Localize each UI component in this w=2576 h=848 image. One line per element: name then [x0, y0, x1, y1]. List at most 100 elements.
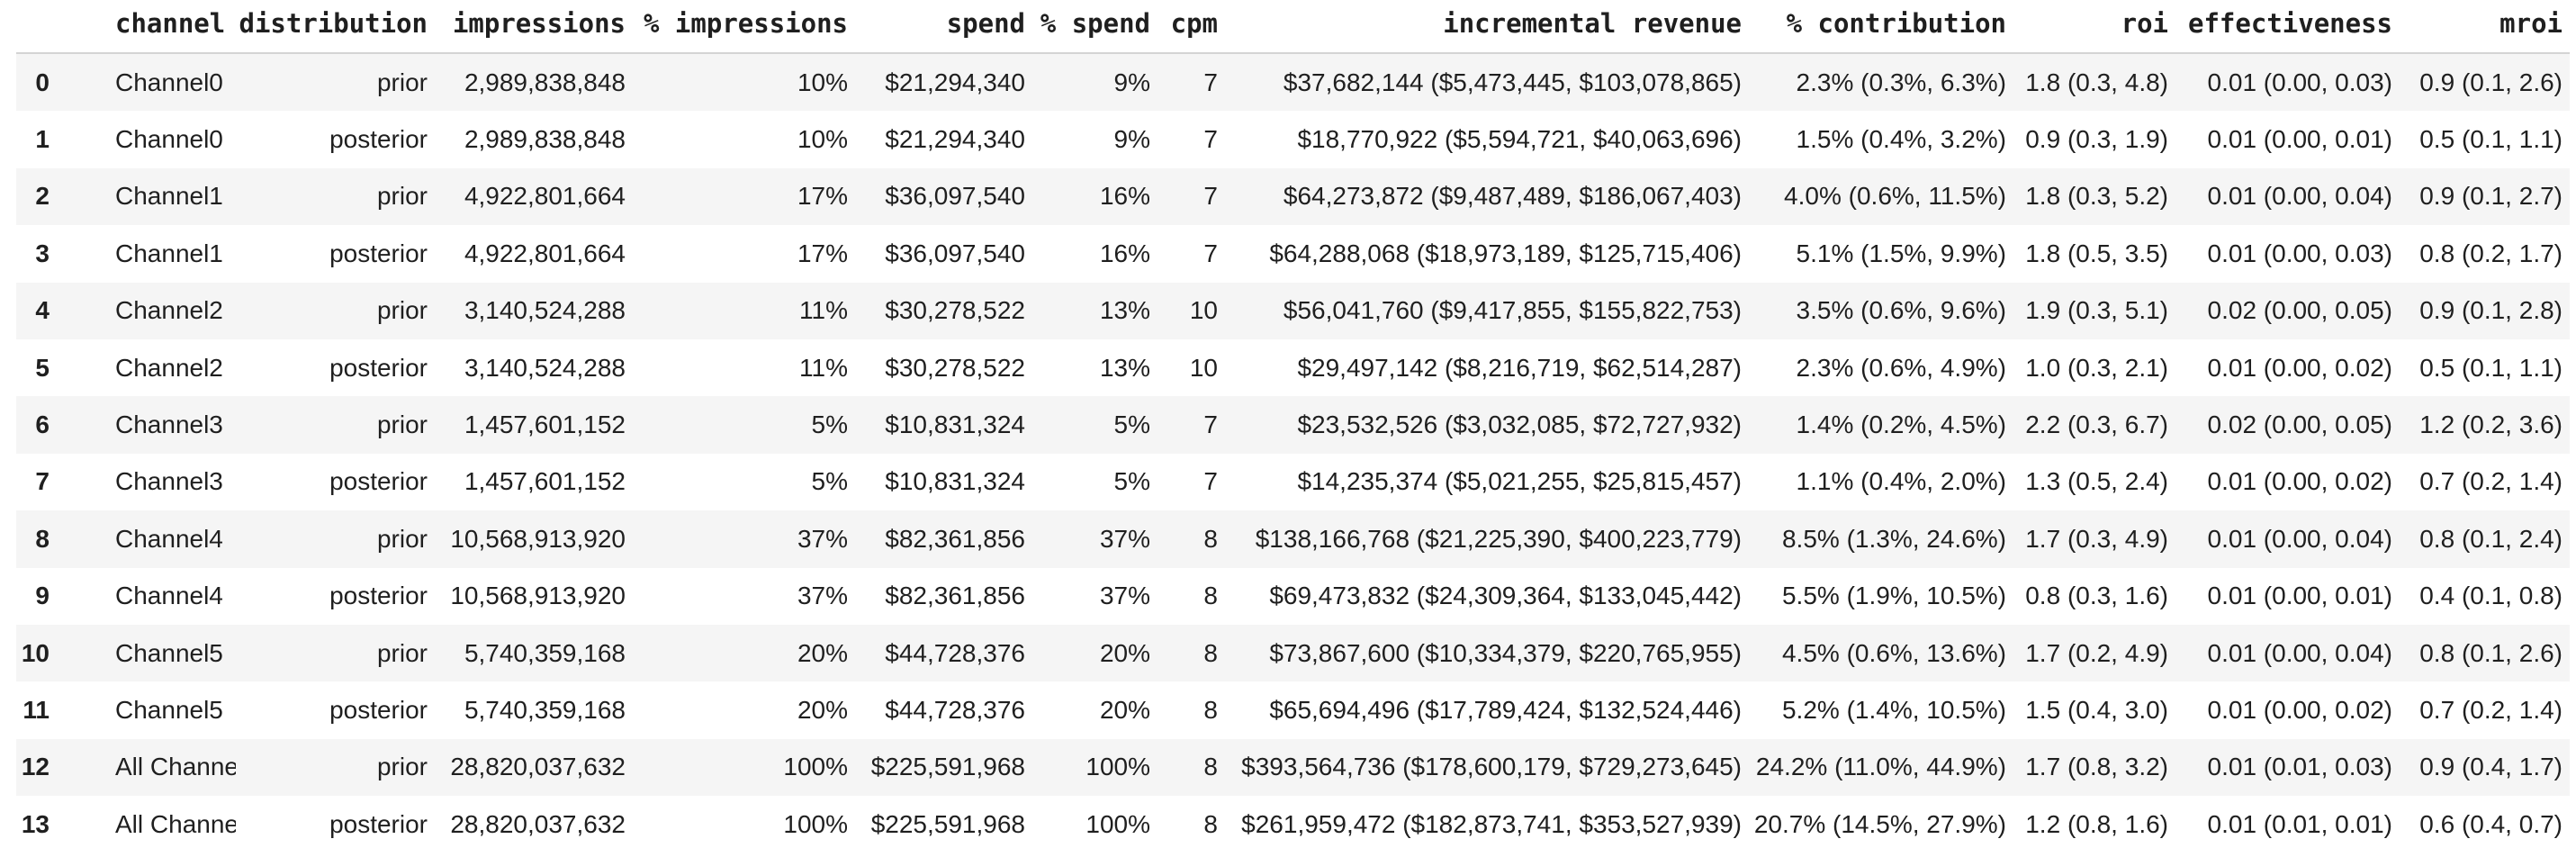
table-cell-channel: Channel2 — [115, 296, 223, 325]
table-cell-incremental-revenue: $69,473,832 ($24,309,364, $133,045,442) — [1269, 582, 1742, 610]
table-cell-mroi: 0.7 (0.2, 1.4) — [2419, 467, 2562, 496]
table-cell-pct-spend: 16% — [1099, 239, 1150, 267]
table-cell-mroi: 0.4 (0.1, 0.8) — [2419, 582, 2562, 610]
table-row: 4 Channel2 prior 3,140,524,288 11% $30,278,52… — [16, 282, 2570, 339]
table-cell-channel: All Channels — [115, 753, 236, 781]
table-cell-roi: 2.2 (0.3, 6.7) — [2025, 410, 2168, 439]
column-header-incremental-revenue: incremental revenue — [1222, 0, 1746, 54]
row-index-cell: 6 — [35, 410, 50, 439]
table-cell-effectiveness: 0.01 (0.00, 0.03) — [2207, 68, 2392, 96]
table-cell-impressions: 5,740,359,168 — [464, 638, 626, 667]
table-cell-impressions: 3,140,524,288 — [464, 353, 626, 382]
table-cell-pct-impressions: 100% — [783, 809, 848, 838]
row-index-cell: 5 — [35, 353, 50, 382]
table-cell-spend: $10,831,324 — [885, 410, 1025, 439]
table-cell-roi: 0.8 (0.3, 1.6) — [2025, 582, 2168, 610]
table-cell-pct-contribution: 1.4% (0.2%, 4.5%) — [1796, 410, 2006, 439]
table-cell-channel: Channel5 — [115, 638, 223, 667]
table-cell-roi: 1.3 (0.5, 2.4) — [2025, 467, 2168, 496]
table-cell-impressions: 4,922,801,664 — [464, 239, 626, 267]
table-cell-channel: Channel0 — [115, 125, 223, 154]
row-index-cell: 12 — [21, 753, 50, 781]
table-cell-impressions: 10,568,913,920 — [450, 524, 626, 553]
table-cell-mroi: 0.8 (0.1, 2.6) — [2419, 638, 2562, 667]
table-cell-pct-contribution: 20.7% (14.5%, 27.9%) — [1753, 809, 2006, 838]
table-cell-channel: Channel2 — [115, 353, 223, 382]
table-cell-spend: $36,097,540 — [885, 182, 1025, 211]
table-cell-incremental-revenue: $56,041,760 ($9,417,855, $155,822,753) — [1283, 296, 1742, 325]
row-index-cell: 10 — [21, 638, 50, 667]
table-cell-channel: Channel3 — [115, 467, 223, 496]
table-cell-distribution: posterior — [329, 582, 428, 610]
table-cell-pct-contribution: 4.0% (0.6%, 11.5%) — [1784, 182, 2006, 211]
table-row: 9 Channel4 posterior 10,568,913,920 37% $82,3… — [16, 568, 2570, 625]
row-index-cell: 2 — [35, 182, 50, 211]
table-header: channel distribution impressions% impressi… — [16, 0, 2570, 54]
table-cell-mroi: 0.8 (0.1, 2.4) — [2419, 524, 2562, 553]
table-cell-pct-impressions: 37% — [797, 582, 848, 610]
table-row: 7 Channel3 posterior 1,457,601,152 5% $10,831… — [16, 454, 2570, 510]
table-cell-cpm: 7 — [1203, 467, 1218, 496]
table-cell-roi: 1.7 (0.3, 4.9) — [2025, 524, 2168, 553]
table-row: 6 Channel3 prior 1,457,601,152 5% $10,831,324… — [16, 396, 2570, 454]
table-cell-spend: $36,097,540 — [885, 239, 1025, 267]
table-cell-pct-spend: 5% — [1113, 410, 1150, 439]
table-cell-pct-contribution: 2.3% (0.6%, 4.9%) — [1796, 353, 2006, 382]
table-cell-roi: 1.7 (0.8, 3.2) — [2025, 753, 2168, 781]
table-cell-pct-impressions: 11% — [799, 296, 848, 325]
table-cell-impressions: 3,140,524,288 — [464, 296, 626, 325]
table-row: 13 All Channels posterior 28,820,037,632 100… — [16, 796, 2570, 848]
table-cell-pct-contribution: 4.5% (0.6%, 13.6%) — [1781, 638, 2006, 667]
table-cell-mroi: 0.9 (0.4, 1.7) — [2419, 753, 2562, 781]
table-cell-channel: All Channels — [115, 809, 236, 838]
table-cell-pct-impressions: 5% — [811, 467, 848, 496]
table-cell-impressions: 2,989,838,848 — [464, 68, 626, 96]
table-cell-impressions: 1,457,601,152 — [464, 410, 626, 439]
table-cell-incremental-revenue: $37,682,144 ($5,473,445, $103,078,865) — [1283, 68, 1742, 96]
table-cell-pct-contribution: 24.2% (11.0%, 44.9%) — [1755, 753, 2006, 781]
table-cell-effectiveness: 0.01 (0.00, 0.04) — [2207, 524, 2392, 553]
table-cell-pct-spend: 13% — [1099, 296, 1150, 325]
table-cell-cpm: 8 — [1203, 695, 1218, 724]
table-cell-incremental-revenue: $73,867,600 ($10,334,379, $220,765,955) — [1269, 638, 1742, 667]
column-header-effectiveness: effectiveness — [2173, 0, 2397, 54]
table-cell-spend: $225,591,968 — [870, 753, 1025, 781]
table-cell-channel: Channel1 — [115, 239, 223, 267]
table-cell-spend: $82,361,856 — [885, 524, 1025, 553]
table-cell-pct-contribution: 1.5% (0.4%, 3.2%) — [1796, 125, 2006, 154]
table-cell-distribution: posterior — [329, 695, 428, 724]
table-cell-mroi: 0.7 (0.2, 1.4) — [2419, 695, 2562, 724]
column-header-pct-impressions: % impressions — [630, 0, 852, 54]
table-cell-impressions: 5,740,359,168 — [464, 695, 626, 724]
column-header-index — [16, 0, 65, 54]
table-cell-pct-spend: 37% — [1099, 582, 1150, 610]
table-cell-incremental-revenue: $29,497,142 ($8,216,719, $62,514,287) — [1297, 353, 1742, 382]
table-cell-cpm: 10 — [1189, 296, 1218, 325]
table-cell-cpm: 7 — [1203, 239, 1218, 267]
table-cell-cpm: 10 — [1189, 353, 1218, 382]
table-cell-distribution: prior — [376, 638, 428, 667]
column-header-mroi: mroi — [2397, 0, 2570, 54]
table-cell-impressions: 1,457,601,152 — [464, 467, 626, 496]
table-cell-cpm: 7 — [1203, 182, 1218, 211]
table-cell-mroi: 0.8 (0.2, 1.7) — [2419, 239, 2562, 267]
table-cell-pct-spend: 13% — [1099, 353, 1150, 382]
table-cell-effectiveness: 0.01 (0.00, 0.02) — [2207, 467, 2392, 496]
table-cell-effectiveness: 0.02 (0.00, 0.05) — [2207, 410, 2392, 439]
table-cell-distribution: posterior — [329, 125, 428, 154]
table-cell-roi: 1.8 (0.3, 5.2) — [2025, 182, 2168, 211]
table-cell-pct-impressions: 20% — [797, 638, 848, 667]
table-row: 2 Channel1 prior 4,922,801,664 17% $36,097,54… — [16, 167, 2570, 226]
table-cell-channel: Channel0 — [115, 68, 223, 96]
table-cell-pct-contribution: 3.5% (0.6%, 9.6%) — [1796, 296, 2006, 325]
table-row: 10 Channel5 prior 5,740,359,168 20% $44,728,3… — [16, 624, 2570, 682]
table-cell-pct-spend: 16% — [1099, 182, 1150, 211]
table-row: 11 Channel5 posterior 5,740,359,168 20% $44,7… — [16, 681, 2570, 738]
table-cell-incremental-revenue: $64,288,068 ($18,973,189, $125,715,406) — [1269, 239, 1742, 267]
table-cell-spend: $21,294,340 — [885, 68, 1025, 96]
table-cell-roi: 0.9 (0.3, 1.9) — [2025, 125, 2168, 154]
table-row: 5 Channel2 posterior 3,140,524,288 11% $30,27… — [16, 339, 2570, 396]
table-cell-roi: 1.8 (0.3, 4.8) — [2025, 68, 2168, 96]
row-index-cell: 13 — [21, 809, 50, 838]
table-cell-channel: Channel5 — [115, 695, 223, 724]
